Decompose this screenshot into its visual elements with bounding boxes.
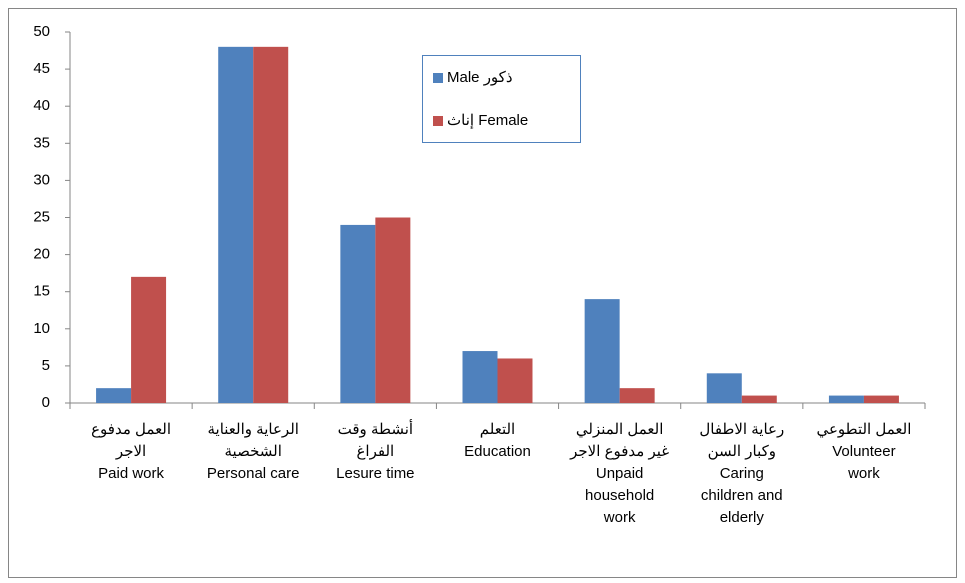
x-tick-label: العمل التطوعي	[816, 421, 911, 438]
y-tick-label: 50	[33, 23, 50, 40]
x-tick-label: غير مدفوع الاجر	[569, 443, 669, 460]
x-tick-label: Lesure time	[336, 465, 414, 482]
y-tick-label: 45	[33, 60, 50, 77]
x-tick-label: elderly	[720, 509, 765, 526]
x-tick-label: الرعاية والعناية	[207, 421, 298, 438]
x-tick-label: أنشطة وقت	[338, 419, 413, 438]
bar	[375, 217, 411, 403]
legend-box	[422, 55, 581, 143]
legend-swatch	[433, 73, 443, 83]
bar	[340, 224, 376, 403]
x-tick-label: Caring	[720, 465, 764, 482]
y-tick-label: 30	[33, 171, 50, 188]
bar	[619, 388, 655, 403]
x-tick-label: الشخصية	[225, 443, 282, 460]
bar	[584, 299, 620, 403]
bar	[706, 373, 742, 403]
y-tick-label: 5	[42, 357, 50, 374]
x-tick-label: household	[585, 487, 654, 504]
bar	[741, 395, 777, 403]
y-tick-label: 40	[33, 97, 50, 114]
bar	[253, 46, 289, 404]
y-tick-label: 35	[33, 134, 50, 151]
x-tick-label: work	[847, 465, 880, 482]
x-tick-label: Unpaid	[596, 465, 644, 482]
x-tick-label: الفراغ	[356, 443, 394, 460]
bar	[828, 395, 864, 403]
bar	[497, 358, 533, 403]
y-tick-label: 15	[33, 283, 50, 300]
x-tick-label: رعاية الاطفال	[699, 421, 784, 438]
x-tick-label: العمل المنزلي	[576, 421, 663, 438]
y-tick-label: 20	[33, 246, 50, 263]
x-tick-label: Education	[464, 443, 531, 460]
y-tick-label: 10	[33, 320, 50, 337]
x-tick-label: work	[603, 509, 636, 526]
bar	[462, 351, 498, 403]
x-tick-label: وكبار السن	[708, 443, 776, 460]
y-tick-label: 0	[42, 394, 50, 411]
bar	[131, 276, 167, 403]
legend-swatch	[433, 116, 443, 126]
x-tick-label: Paid work	[98, 465, 164, 482]
x-tick-label: الاجر	[115, 443, 146, 460]
x-tick-label: العمل مدفوع	[91, 421, 171, 438]
y-tick-label: 25	[33, 208, 50, 225]
x-tick-label: Volunteer	[832, 443, 895, 460]
bar	[96, 388, 132, 403]
x-tick-label: children and	[701, 487, 783, 504]
x-tick-label: Personal care	[207, 465, 300, 482]
x-tick-label: التعلم	[480, 421, 515, 438]
bar	[863, 395, 899, 403]
legend-label: إناث Female	[447, 112, 528, 129]
legend-label: Male ذكور	[447, 69, 513, 86]
bar	[218, 46, 254, 404]
